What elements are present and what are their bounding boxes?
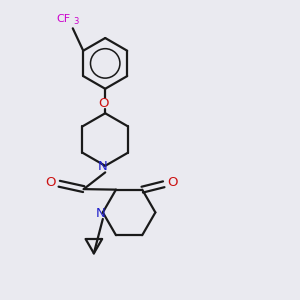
Text: 3: 3 xyxy=(74,17,79,26)
Text: O: O xyxy=(46,176,56,189)
Text: O: O xyxy=(167,176,177,189)
Text: N: N xyxy=(98,160,108,173)
Text: O: O xyxy=(98,97,109,110)
Text: N: N xyxy=(96,206,105,220)
Text: CF: CF xyxy=(56,14,70,24)
